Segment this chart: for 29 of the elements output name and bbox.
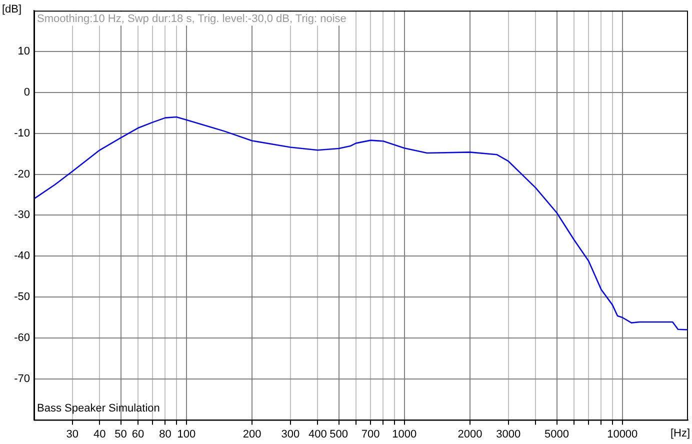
- x-tick-label: 30: [66, 428, 79, 440]
- y-axis-title: [dB]: [2, 4, 22, 16]
- x-axis-title: [Hz]: [670, 427, 690, 440]
- y-tick-label: 0: [24, 86, 30, 98]
- x-tick-label: 500: [330, 428, 348, 440]
- x-tick-label: 200: [242, 428, 262, 440]
- y-tick-label: -20: [14, 168, 30, 180]
- y-tick-label: 10: [18, 46, 30, 58]
- x-tick-label: 2000: [458, 428, 482, 440]
- y-tick-label: -10: [14, 127, 30, 140]
- x-tick-label: 100: [177, 428, 196, 440]
- x-tick-label: 1000: [392, 428, 417, 440]
- x-tick-label: 40: [94, 428, 106, 440]
- y-tick-label: -70: [14, 372, 30, 385]
- x-tick-label: 3000: [496, 428, 521, 440]
- y-tick-label: -30: [14, 209, 30, 222]
- y-tick-label: -40: [14, 250, 30, 262]
- x-tick-label: 10000: [607, 428, 638, 440]
- x-tick-label: 5000: [544, 428, 569, 440]
- x-tick-label: 400: [308, 428, 327, 440]
- x-tick-label: 50: [114, 428, 127, 440]
- y-tick-label: -50: [14, 291, 30, 304]
- annotation: Bass Speaker Simulation: [37, 402, 160, 414]
- x-tick-label: 60: [132, 428, 144, 440]
- chart-subtitle: Smoothing:10 Hz, Swp dur:18 s, Trig. level:-30,0 dB, Trig: noise: [37, 13, 346, 26]
- x-tick-label: 300: [281, 428, 300, 440]
- x-tick-label: 80: [159, 428, 172, 440]
- y-tick-label: -60: [14, 332, 30, 344]
- x-tick-label: 700: [361, 428, 380, 440]
